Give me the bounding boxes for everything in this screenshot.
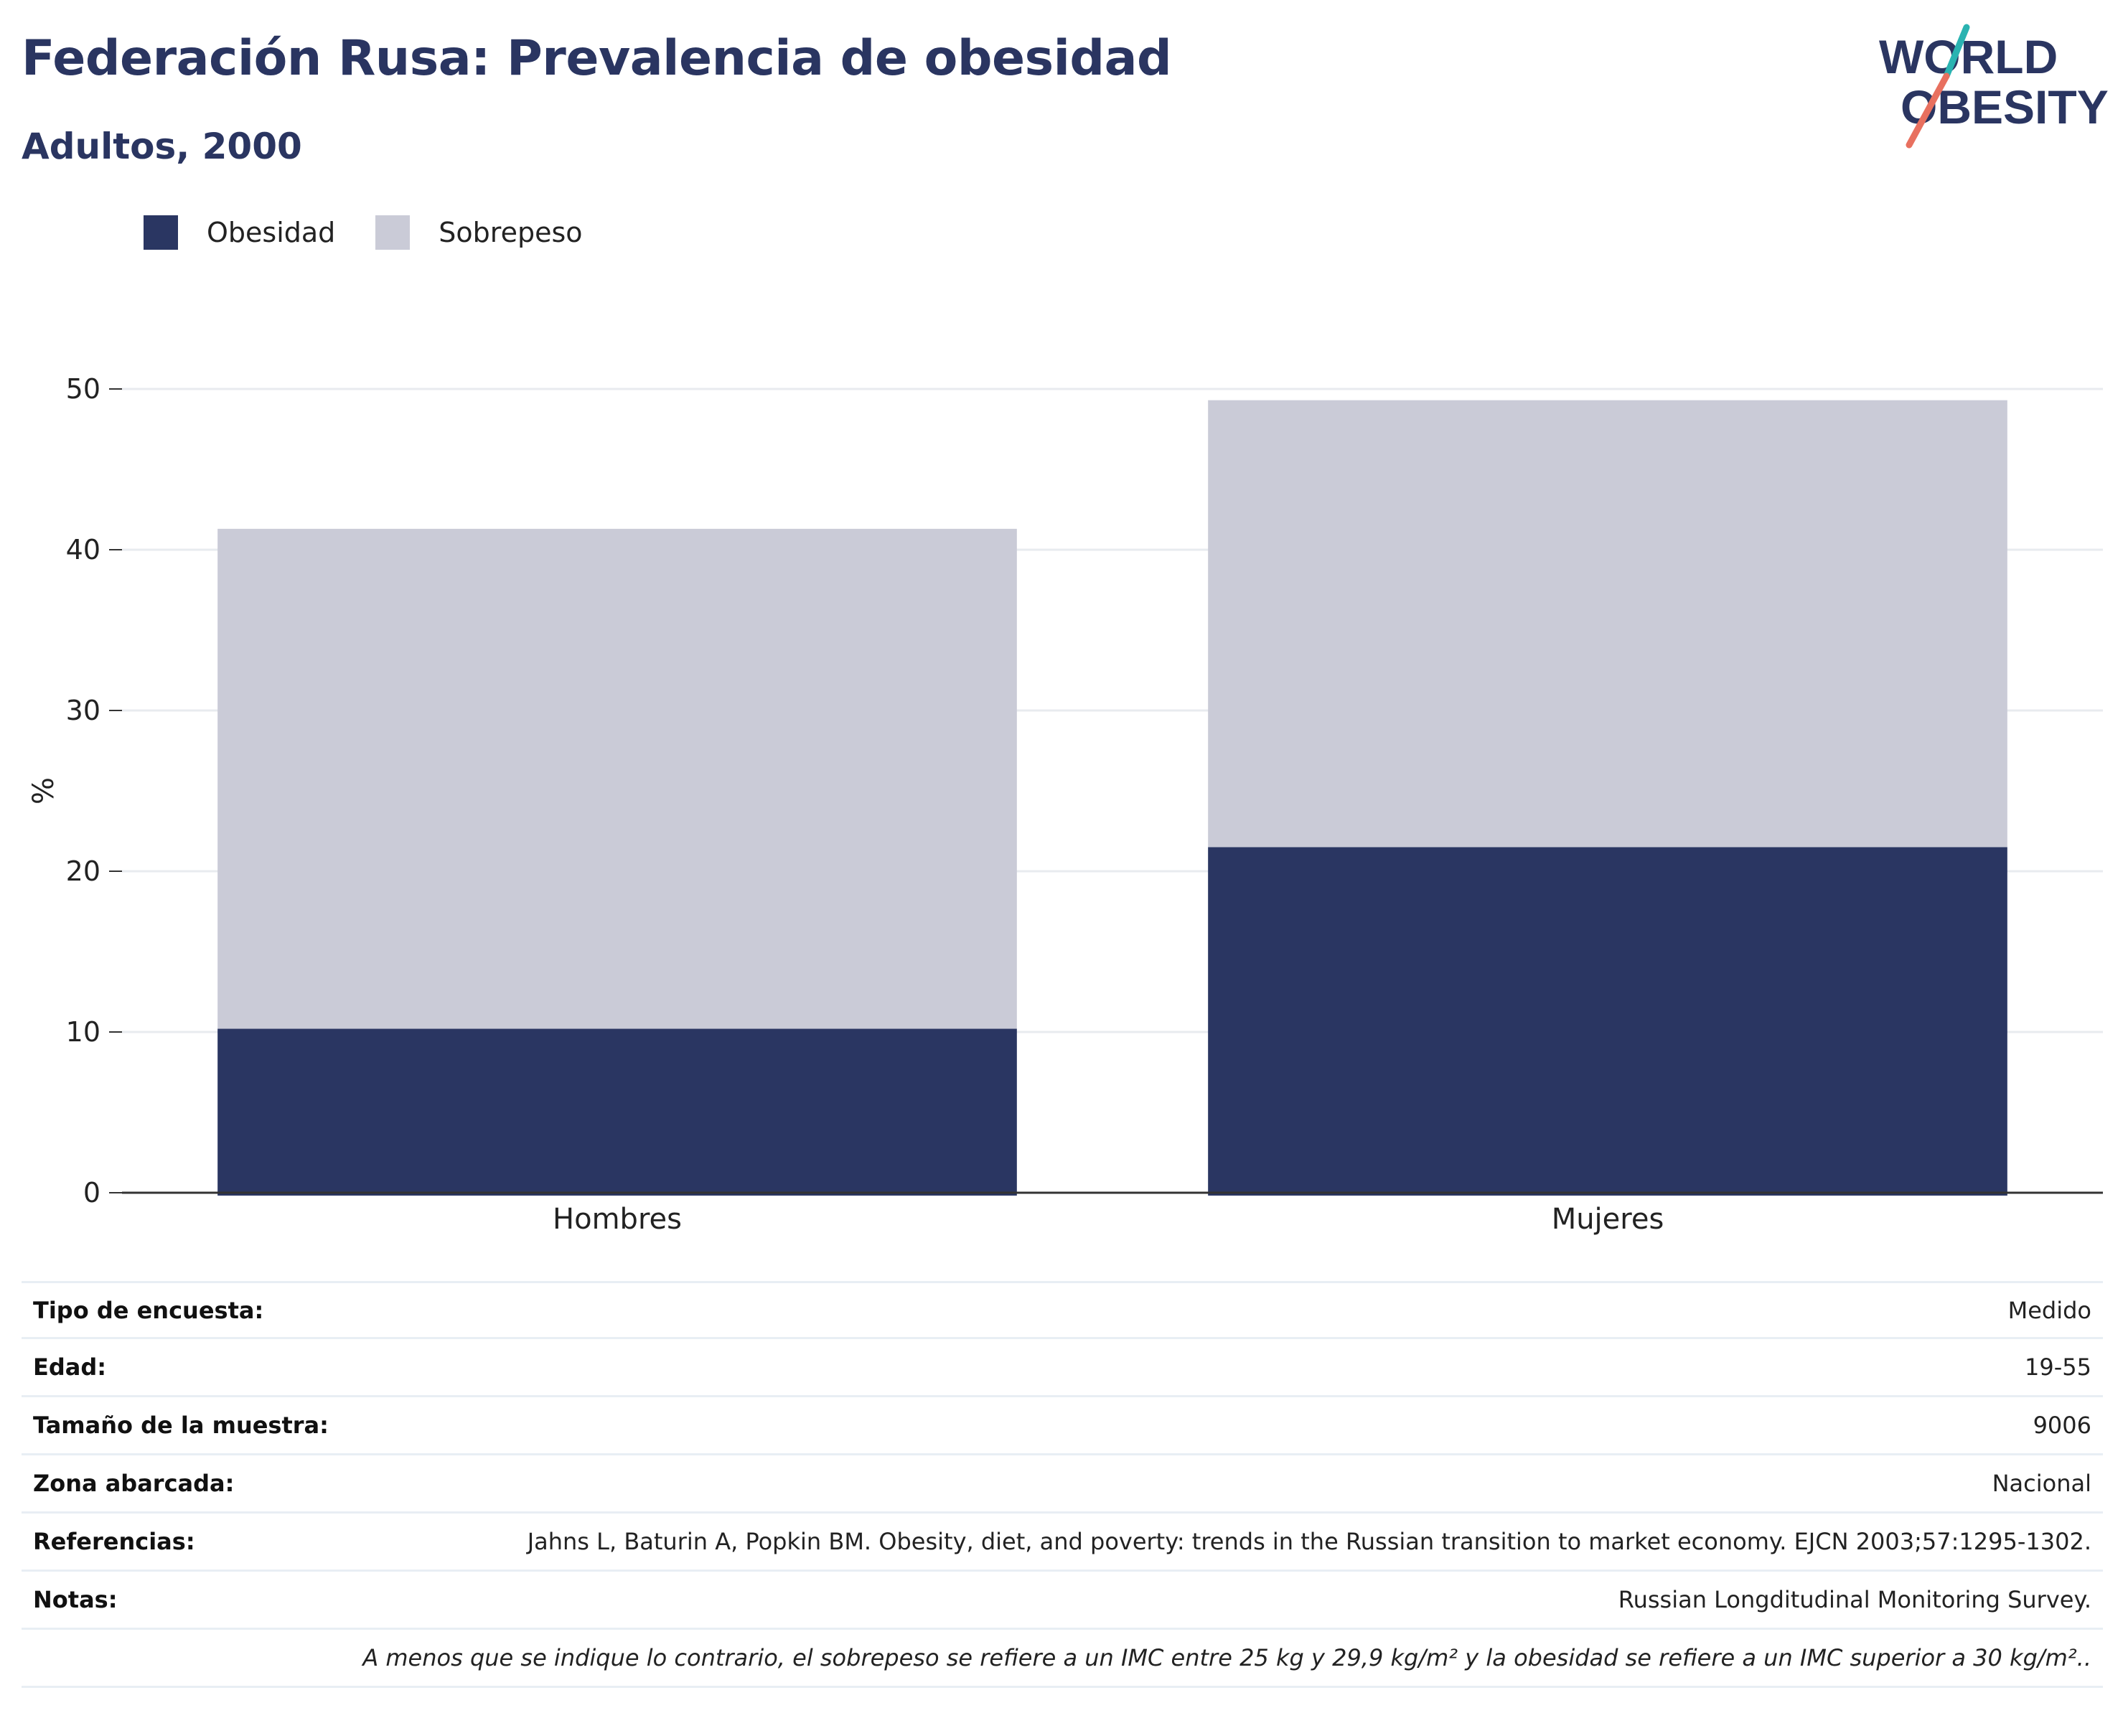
x-tick-label: Mujeres: [1552, 1203, 1664, 1236]
meta-key: Referencias:: [33, 1528, 195, 1555]
y-tick-label: 30: [66, 695, 100, 726]
bar-sobrepeso-mujeres: [1208, 400, 2007, 848]
meta-key: Edad:: [33, 1353, 107, 1381]
y-tick-label: 50: [66, 373, 100, 405]
x-tick-label: Hombres: [553, 1203, 682, 1236]
world-obesity-logo: WORLD OBESITY: [1879, 24, 2109, 149]
legend-item-obesidad[interactable]: Obesidad: [144, 215, 335, 250]
y-tick-label: 20: [66, 855, 100, 887]
meta-value: Jahns L, Baturin A, Popkin BM. Obesity, …: [527, 1528, 2091, 1555]
meta-row-footnote: A menos que se indique lo contrario, el …: [22, 1630, 2103, 1688]
bmi-definition-footnote: A menos que se indique lo contrario, el …: [362, 1644, 2091, 1671]
meta-value: 19-55: [2025, 1353, 2091, 1381]
logo-slash-coral: [1906, 72, 1950, 149]
bar-obesidad-mujeres: [1208, 847, 2007, 1196]
meta-key: Tipo de encuesta:: [33, 1296, 264, 1324]
y-tick-label: 0: [83, 1177, 100, 1209]
page-title: Federación Rusa: Prevalencia de obesidad: [22, 30, 1172, 87]
meta-key: Zona abarcada:: [33, 1470, 235, 1497]
meta-value: Nacional: [1992, 1470, 2091, 1497]
legend-item-sobrepeso[interactable]: Sobrepeso: [375, 215, 583, 250]
meta-value: 9006: [2033, 1412, 2091, 1439]
y-axis-label: %: [27, 777, 60, 804]
meta-row-notas: Notas: Russian Longditudinal Monitoring …: [22, 1572, 2103, 1630]
logo-text-obesity: OBESITY: [1901, 80, 2109, 133]
legend-label-sobrepeso: Sobrepeso: [439, 217, 583, 248]
meta-value: Russian Longditudinal Monitoring Survey.: [1618, 1586, 2091, 1613]
meta-row-tipo: Tipo de encuesta: Medido: [22, 1281, 2103, 1339]
logo-slash-teal: [1943, 24, 1970, 80]
chart-legend: Obesidad Sobrepeso: [144, 214, 623, 251]
legend-swatch-obesidad: [144, 215, 178, 250]
y-tick-label: 40: [66, 534, 100, 566]
meta-value: Medido: [2007, 1296, 2091, 1324]
meta-row-edad: Edad: 19-55: [22, 1339, 2103, 1397]
bar-sobrepeso-hombres: [217, 528, 1017, 1029]
bar-obesidad-hombres: [217, 1028, 1017, 1196]
survey-details-table: Tipo de encuesta: Medido Edad: 19-55 Tam…: [22, 1281, 2103, 1688]
meta-row-referencias: Referencias: Jahns L, Baturin A, Popkin …: [22, 1514, 2103, 1572]
legend-swatch-sobrepeso: [375, 215, 411, 250]
stacked-bar-chart: 0 10 20 30 40 50% Hombres Mujeres: [27, 373, 2103, 1236]
y-tick-label: 10: [66, 1016, 100, 1048]
legend-label-obesidad: Obesidad: [207, 217, 336, 248]
meta-row-zona: Zona abarcada: Nacional: [22, 1455, 2103, 1514]
meta-key: Notas:: [33, 1586, 118, 1613]
meta-row-muestra: Tamaño de la muestra: 9006: [22, 1397, 2103, 1455]
meta-key: Tamaño de la muestra:: [33, 1412, 329, 1439]
logo-text-world: WORLD: [1879, 30, 2058, 83]
page-subtitle: Adultos, 2000: [22, 126, 302, 167]
